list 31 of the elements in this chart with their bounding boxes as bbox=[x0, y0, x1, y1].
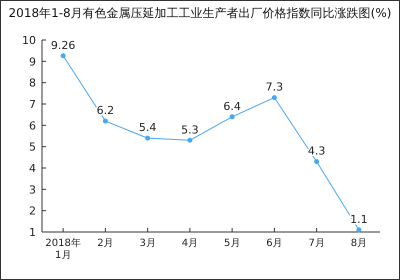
x-tick-label: 2018年 1月 bbox=[45, 237, 81, 261]
y-tick-label: 4 bbox=[29, 162, 36, 175]
data-label: 7.3 bbox=[266, 80, 284, 94]
data-label: 5.3 bbox=[181, 123, 199, 136]
chart-title: 2018年1-8月有色金属压延加工工业生产者出厂价格指数同比涨跌图(%) bbox=[8, 6, 392, 20]
x-tick-label: 7月 bbox=[308, 238, 325, 249]
point bbox=[102, 118, 108, 124]
data-label: 6.4 bbox=[223, 100, 241, 113]
data-label: 5.4 bbox=[138, 121, 156, 134]
x-tick-label: 5月 bbox=[224, 238, 240, 249]
x-tick-label: 4月 bbox=[182, 238, 198, 249]
x-tick-label: 8月 bbox=[350, 238, 368, 249]
y-tick-label: 1 bbox=[29, 226, 36, 239]
x-tick-label: 2月 bbox=[97, 238, 114, 249]
point bbox=[314, 159, 320, 164]
x-tick-label: 3月 bbox=[139, 238, 156, 249]
y-tick-label: 7 bbox=[29, 98, 36, 111]
point bbox=[187, 138, 192, 143]
y-tick-label: 3 bbox=[29, 183, 36, 196]
data-label: 9.26 bbox=[50, 38, 76, 52]
point bbox=[230, 114, 235, 120]
y-tick-label: 10 bbox=[22, 34, 36, 47]
y-tick-label: 5 bbox=[29, 140, 36, 154]
y-tick-label: 6 bbox=[29, 119, 36, 132]
point bbox=[272, 95, 277, 100]
x-tick-label: 6月 bbox=[266, 238, 283, 249]
point bbox=[60, 53, 66, 58]
y-tick-label: 9 bbox=[29, 55, 36, 68]
y-tick-label: 8 bbox=[29, 76, 36, 90]
point bbox=[145, 136, 150, 141]
y-tick-label: 2 bbox=[29, 204, 36, 218]
